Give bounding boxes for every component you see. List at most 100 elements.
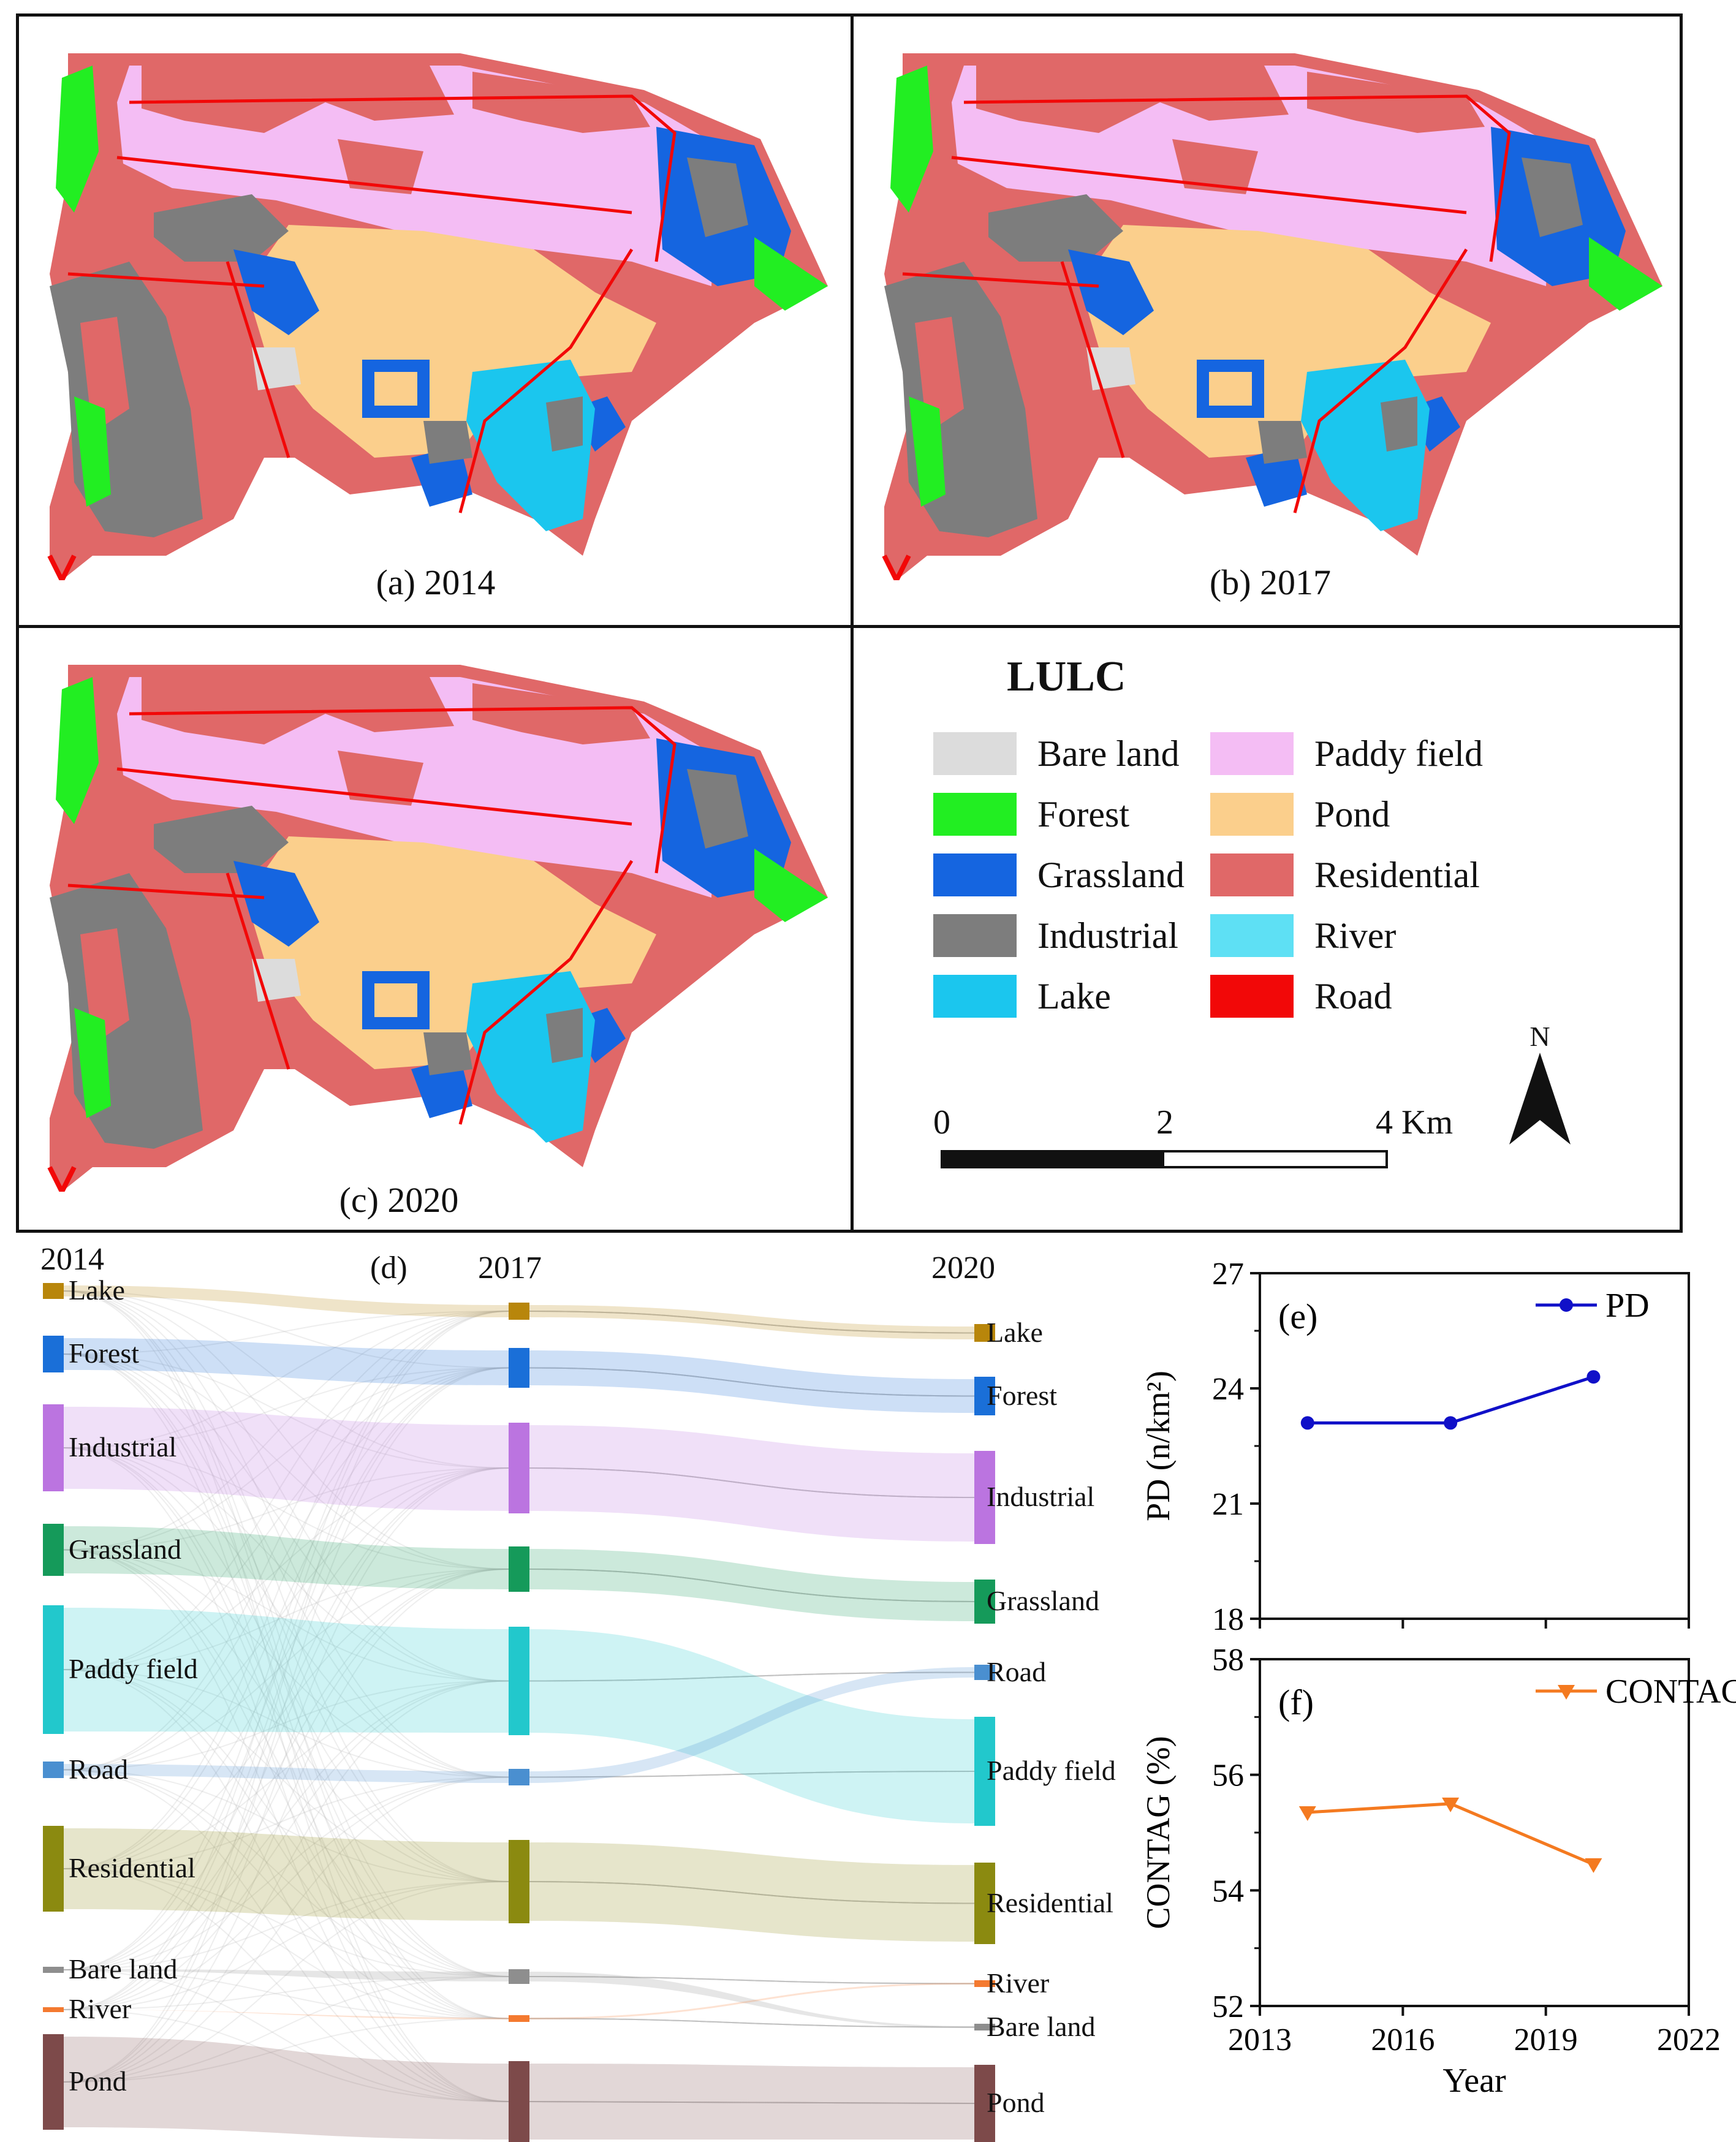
sankey-minor-flow xyxy=(529,2018,975,2028)
sankey-minor-flow xyxy=(529,1367,975,1397)
x-axis-label: Year xyxy=(1442,2062,1506,2100)
sankey-node-2014-bare-land xyxy=(43,1967,64,1973)
scale-label-2: 2 xyxy=(1156,1103,1173,1141)
legend-text: CONTAG xyxy=(1605,1673,1736,1711)
sankey-label-2014: Road xyxy=(69,1753,129,1785)
sankey-node-2017-bare-land xyxy=(509,1969,529,1984)
sankey-minor-flow xyxy=(63,1353,509,1977)
legend-title: LULC xyxy=(1007,653,1126,700)
sankey-minor-flow xyxy=(63,1353,509,1682)
sankey-label-2014: Lake xyxy=(69,1274,125,1306)
sankey-minor-flow xyxy=(63,1549,509,2019)
legend-label: River xyxy=(1314,915,1397,956)
sankey-node-2020-industrial xyxy=(974,1451,995,1544)
sankey-minor-flow xyxy=(529,1311,975,1334)
sankey-flows xyxy=(63,1285,975,2140)
sankey-label-2020: Residential xyxy=(987,1887,1113,1918)
sankey-minor-flow xyxy=(63,1569,509,1670)
sankey-flow xyxy=(64,1285,509,1317)
sankey-minor-flow xyxy=(63,1290,509,1682)
sankey-minor-flow xyxy=(63,1549,509,1882)
sankey-node-2014-residential xyxy=(43,1826,64,1912)
sankey-minor-flow xyxy=(529,1881,975,1904)
y-tick-label: 24 xyxy=(1212,1372,1244,1407)
sankey-minor-flow xyxy=(529,1367,975,1397)
sankey-minor-flow xyxy=(63,1447,509,1778)
sankey-label-2020: Grassland xyxy=(987,1585,1099,1616)
lulc-map-2017 xyxy=(866,29,1675,580)
sankey-node-2017-lake xyxy=(509,1303,529,1320)
sankey-minor-flow xyxy=(529,1311,975,1334)
sankey-minor-flow xyxy=(529,2101,975,2104)
sankey-minor-flow xyxy=(529,1976,975,1985)
sankey-minor-flow xyxy=(529,1311,975,1334)
legend-label: Bare land xyxy=(1037,733,1180,774)
sankey-flow xyxy=(529,1972,974,2028)
sankey-flow xyxy=(64,1828,509,1921)
sankey-panel-label: (d) xyxy=(370,1251,407,1285)
sankey-label-2020: Pond xyxy=(987,2087,1045,2118)
scale-bar-frame xyxy=(941,1150,1388,1168)
sankey-flow xyxy=(64,1338,509,1385)
sankey-minor-flow xyxy=(529,2101,975,2104)
sankey-minor-flow xyxy=(63,1311,509,1771)
sankey-minor-flow xyxy=(63,1447,509,1882)
north-arrow: N xyxy=(1509,1020,1571,1148)
sankey-node-2017-forest xyxy=(509,1348,529,1388)
legend-swatch xyxy=(933,853,1017,896)
sankey-flow xyxy=(64,1969,509,1981)
panel-caption-c: (c) 2020 xyxy=(339,1180,459,1220)
sankey-minor-flow xyxy=(529,1467,975,1498)
sankey-node-2017-grassland xyxy=(509,1546,529,1592)
legend-item-residential: Residential xyxy=(1210,853,1480,896)
sankey-minor-flow xyxy=(529,2101,975,2104)
sankey-minor-flow xyxy=(63,1290,509,1977)
sankey-node-2017-industrial xyxy=(509,1423,529,1513)
sankey-minor-flow xyxy=(63,1290,509,2019)
sankey-minor-flow xyxy=(63,1367,509,1670)
sankey-minor-flow xyxy=(529,2101,975,2104)
sankey-minor-flow xyxy=(63,1311,509,1869)
lulc-map-2014 xyxy=(31,29,840,580)
map-panel-2017: (b) 2017 xyxy=(854,17,1683,625)
legend-label: Pond xyxy=(1314,793,1390,834)
sankey-flow xyxy=(64,1526,509,1589)
sankey-minor-flow xyxy=(63,1290,509,1570)
sankey-minor-flow xyxy=(529,1881,975,1904)
sankey-minor-flow xyxy=(63,1969,509,2019)
sankey-label-2020: Road xyxy=(987,1656,1047,1687)
y-tick-label: 54 xyxy=(1212,1874,1244,1909)
sankey-minor-flow xyxy=(63,1447,509,2102)
sankey-flow xyxy=(529,1983,974,2019)
legend-swatch xyxy=(933,793,1017,836)
sankey-minor-flow xyxy=(529,1671,975,1682)
legend-item-paddy-field: Paddy field xyxy=(1210,732,1483,775)
sankey-minor-flow xyxy=(63,1669,509,2019)
map-grid: (a) 2014 (b) 2017 (c) 2020 LULC Bare lan… xyxy=(16,13,1683,1233)
sankey-minor-flow xyxy=(63,1769,509,1977)
sankey-node-2020-paddy-field xyxy=(974,1717,995,1826)
legend-label: Lake xyxy=(1037,975,1111,1016)
sankey-minor-flow xyxy=(529,1671,975,1682)
sankey-minor-flow xyxy=(63,2018,509,2083)
y-tick-label: 58 xyxy=(1212,1643,1244,1678)
sankey-minor-flow xyxy=(529,1976,975,1985)
sankey-minor-flow xyxy=(529,2018,975,2028)
data-point xyxy=(1586,1370,1601,1384)
sankey-minor-flow xyxy=(529,1311,975,1334)
sankey-minor-flow xyxy=(529,1771,975,1778)
sankey-minor-flow xyxy=(63,1868,509,2019)
sankey-year-2017: 2017 xyxy=(478,1251,542,1285)
sankey-diagram xyxy=(43,1283,995,2142)
sankey-node-2020-residential xyxy=(974,1863,995,1944)
sankey-minor-flow xyxy=(63,1367,509,2083)
sankey-minor-flow xyxy=(63,1881,509,1970)
grid-divider-horizontal xyxy=(19,625,1680,628)
sankey-minor-flow xyxy=(529,1569,975,1602)
sankey-flow xyxy=(529,1350,974,1413)
sankey-flow xyxy=(64,1764,509,1783)
sankey-minor-flow xyxy=(63,1549,509,1682)
sankey-label-2020: Lake xyxy=(987,1316,1043,1348)
